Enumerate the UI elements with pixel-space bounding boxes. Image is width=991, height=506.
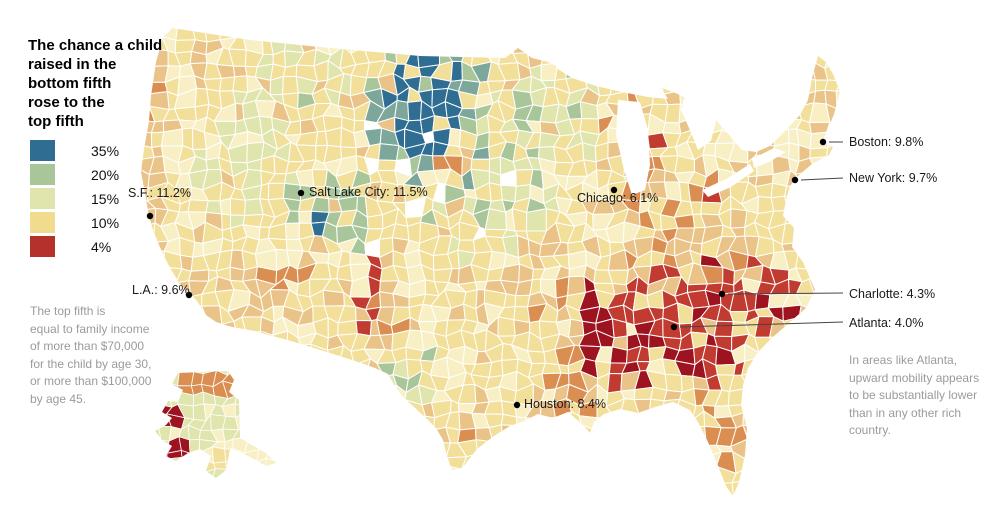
- city-label-newyork: New York: 9.7%: [849, 171, 938, 185]
- legend-row-4: 4%: [30, 236, 119, 257]
- la-city-dot: [185, 291, 193, 299]
- legend-label-4: 4%: [91, 238, 112, 255]
- city-label-boston: Boston: 9.8%: [849, 135, 924, 149]
- boston-city-dot: [819, 138, 827, 146]
- houston-city-dot: [513, 401, 521, 409]
- city-label-sf: S.F.: 11.2%: [128, 186, 191, 200]
- sf-city-dot: [146, 212, 154, 220]
- city-label-charlotte: Charlotte: 4.3%: [849, 287, 936, 301]
- city-label-la: L.A.: 9.6%: [132, 283, 190, 297]
- slc-city-dot: [297, 189, 305, 197]
- atlanta-sidenote: In areas like Atlanta, upward mobility a…: [849, 353, 980, 437]
- legend-row-35: 35%: [30, 140, 119, 161]
- legend-label-35: 35%: [91, 142, 120, 159]
- city-label-slc: Salt Lake City: 11.5%: [309, 185, 428, 199]
- footnote: The top fifth is equal to family income …: [30, 304, 152, 406]
- atlanta-leader-line: [679, 321, 844, 328]
- legend-row-15: 15%: [30, 188, 119, 209]
- legend: 35% 20% 15% 10% 4%: [30, 140, 119, 260]
- legend-label-10: 10%: [91, 214, 120, 231]
- newyork-city-dot: [791, 176, 799, 184]
- city-label-chicago: Chicago: 6.1%: [577, 191, 659, 205]
- legend-swatch-20: [30, 164, 55, 185]
- legend-swatch-35: [30, 140, 55, 161]
- legend-row-10: 10%: [30, 212, 119, 233]
- charlotte-city-dot: [718, 290, 726, 298]
- legend-label-15: 15%: [91, 190, 120, 207]
- legend-swatch-15: [30, 188, 55, 209]
- atlanta-city-dot: [670, 323, 678, 331]
- chicago-city-dot: [610, 186, 618, 194]
- legend-swatch-10: [30, 212, 55, 233]
- legend-row-20: 20%: [30, 164, 119, 185]
- charlotte-leader-line: [727, 292, 844, 295]
- legend-label-20: 20%: [91, 166, 120, 183]
- newyork-leader-line: [800, 177, 844, 181]
- city-label-atlanta: Atlanta: 4.0%: [849, 316, 924, 330]
- city-label-houston: Houston: 8.4%: [524, 397, 606, 411]
- legend-swatch-4: [30, 236, 55, 257]
- map-title: The chance a child raised in the bottom …: [28, 37, 163, 130]
